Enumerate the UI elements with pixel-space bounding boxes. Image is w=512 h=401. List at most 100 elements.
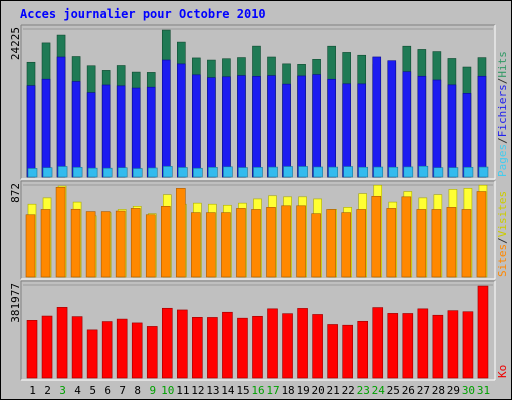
bar-ko-day-28	[432, 314, 444, 379]
bar-fichiers-day-20	[312, 74, 321, 178]
bar-pages-day-13	[208, 167, 218, 178]
bar-sites-day-6	[100, 211, 111, 278]
bar-sites-day-16	[251, 209, 261, 278]
day-label-18: 18	[281, 384, 294, 397]
day-label-7: 7	[119, 384, 126, 397]
bar-sites-day-5	[85, 211, 96, 278]
bar-pages-day-16	[253, 167, 263, 178]
bar-fichiers-day-11	[177, 63, 186, 178]
bar-fichiers-day-10	[161, 59, 171, 178]
bar-sites-day-2	[40, 209, 51, 278]
bar-pages-day-7	[117, 167, 128, 178]
series-axis-label-part: Visites	[496, 191, 509, 237]
bar-sites-day-25	[386, 208, 397, 278]
bar-fichiers-day-5	[86, 92, 96, 178]
bar-fichiers-day-21	[327, 78, 336, 178]
bar-fichiers-day-26	[402, 71, 412, 178]
series-axis-label: Ko	[496, 365, 509, 378]
bar-ko-day-11	[177, 309, 188, 379]
bar-pages-day-4	[72, 167, 83, 178]
day-label-31: 31	[477, 384, 490, 397]
bar-pages-day-19	[298, 166, 308, 178]
bar-pages-day-1	[27, 168, 38, 178]
day-label-13: 13	[206, 384, 219, 397]
x-axis-day-labels: 1 2 3 4 5 6 7 8 9 10 11 12 13 14 15 16 17 18 19 20 21 22 23 24 2…	[29, 384, 490, 397]
bar-fichiers-day-22	[342, 83, 351, 178]
bar-fichiers-day-30	[462, 93, 472, 178]
bar-fichiers-day-19	[297, 75, 306, 178]
bar-sites-day-21	[326, 209, 336, 278]
bar-ko-day-12	[192, 317, 203, 379]
bar-sites-day-27	[416, 209, 427, 278]
day-label-1: 1	[29, 384, 36, 397]
bar-fichiers-day-27	[417, 75, 427, 178]
bar-pages-day-31	[478, 166, 489, 178]
bar-pages-day-3	[57, 166, 68, 178]
bar-ko-day-19	[297, 308, 308, 379]
bar-sites-day-12	[191, 212, 201, 278]
day-label-2: 2	[44, 384, 51, 397]
bar-pages-day-23	[358, 166, 369, 178]
bar-pages-day-22	[343, 166, 353, 178]
bar-fichiers-day-4	[71, 81, 81, 178]
bar-fichiers-day-17	[267, 75, 276, 178]
bar-ko-day-8	[131, 322, 143, 379]
day-label-21: 21	[327, 384, 340, 397]
bar-fichiers-day-15	[237, 75, 246, 178]
bar-ko-day-27	[417, 308, 429, 379]
day-label-20: 20	[312, 384, 325, 397]
bar-pages-day-8	[132, 168, 143, 178]
day-label-17: 17	[266, 384, 279, 397]
bar-pages-day-20	[313, 166, 323, 178]
bar-pages-day-29	[448, 167, 459, 178]
day-label-30: 30	[462, 384, 475, 397]
series-axis-label-part: /	[496, 237, 509, 244]
bar-ko-day-25	[387, 313, 399, 379]
bar-ko-day-17	[267, 308, 278, 379]
bar-pages-day-11	[178, 167, 188, 178]
bar-fichiers-day-9	[146, 86, 156, 178]
bar-ko-day-20	[312, 314, 323, 379]
bar-ko-day-22	[342, 324, 353, 379]
y-max-label: 24225	[9, 27, 22, 60]
bar-pages-day-30	[463, 166, 474, 178]
bar-pages-day-21	[328, 166, 338, 178]
bar-ko-day-21	[327, 324, 338, 379]
bar-pages-day-18	[283, 166, 293, 178]
bar-ko-day-13	[207, 317, 218, 379]
series-axis-label-part: Sites	[496, 244, 509, 277]
y-max-label: 381977	[9, 283, 22, 323]
bar-ko-day-26	[402, 313, 414, 379]
day-label-5: 5	[89, 384, 96, 397]
bar-fichiers-day-7	[116, 85, 126, 178]
bar-ko-day-1	[26, 320, 38, 379]
bar-sites-day-14	[221, 212, 231, 278]
day-label-14: 14	[221, 384, 235, 397]
chart-title: Acces journalier pour Octobre 2010	[20, 7, 266, 21]
bar-sites-day-29	[446, 207, 457, 278]
bar-ko-day-14	[222, 311, 233, 379]
bar-sites-day-30	[461, 209, 472, 278]
day-label-24: 24	[372, 384, 386, 397]
day-label-11: 11	[176, 384, 189, 397]
bar-fichiers-day-6	[101, 84, 111, 178]
bar-fichiers-day-12	[192, 74, 201, 178]
bar-sites-day-28	[431, 209, 442, 278]
bar-sites-day-10	[160, 206, 171, 278]
panel-traffic-bottom: 381977 Ko	[9, 280, 509, 381]
day-label-28: 28	[432, 384, 445, 397]
day-label-8: 8	[134, 384, 141, 397]
bar-pages-day-14	[223, 166, 233, 178]
day-label-23: 23	[357, 384, 370, 397]
bar-ko-day-16	[252, 315, 263, 379]
bar-sites-day-1	[25, 214, 36, 278]
bar-fichiers-day-14	[222, 76, 231, 178]
bar-ko-day-5	[86, 329, 98, 379]
bar-fichiers-day-24	[372, 56, 382, 178]
bar-pages-day-10	[162, 166, 173, 178]
day-label-29: 29	[447, 384, 460, 397]
bar-sites-day-26	[401, 196, 412, 278]
